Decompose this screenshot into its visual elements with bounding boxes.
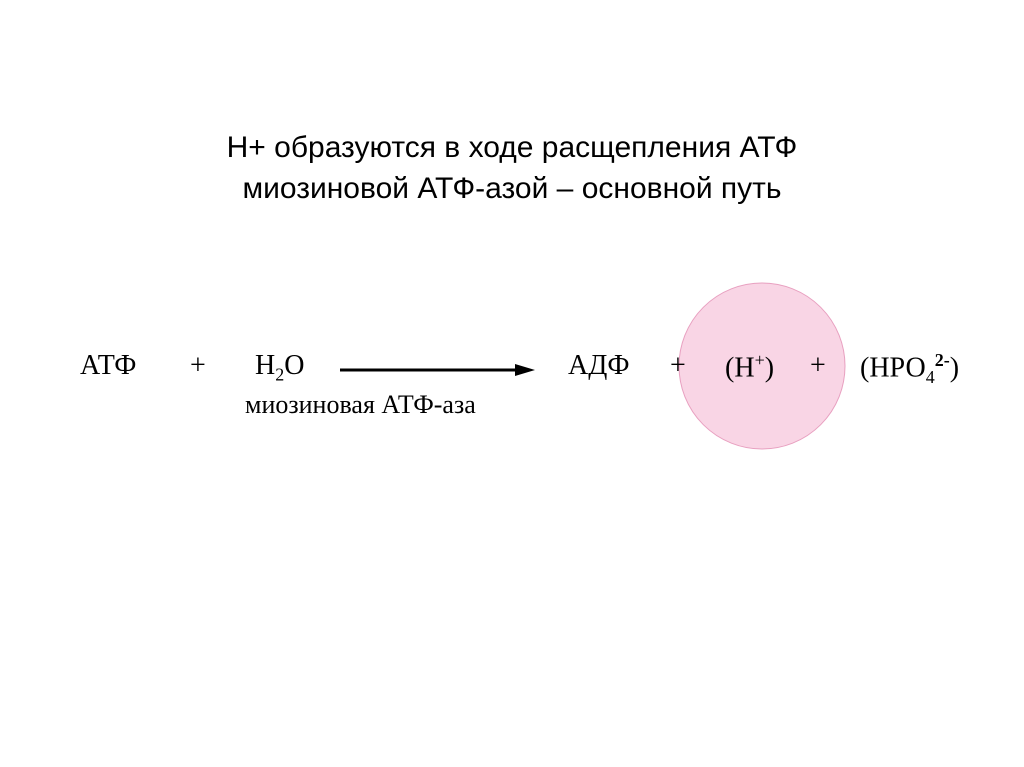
- hpo4-open: (: [860, 352, 869, 383]
- reaction-arrow-icon: [340, 362, 540, 382]
- product-hplus: (Н+): [725, 350, 774, 384]
- plus-sign-1: +: [190, 350, 206, 382]
- product-adp: АДФ: [568, 350, 629, 382]
- reactant-atp: АТФ: [80, 350, 136, 382]
- hpo4-sub: 4: [926, 367, 935, 387]
- h2o-sub: 2: [275, 365, 284, 385]
- page-title: Н+ образуются в ходе расщепления АТФ мио…: [0, 128, 1024, 209]
- h2o-h: Н: [255, 350, 275, 381]
- plus-sign-3: +: [810, 350, 826, 382]
- reactant-h2o: Н2О: [255, 350, 304, 386]
- hplus-h: Н: [734, 352, 754, 383]
- hpo4-base: НРО: [869, 352, 925, 383]
- plus-sign-2: +: [670, 350, 686, 382]
- hpo4-close: ): [950, 352, 959, 383]
- enzyme-label: миозиновая АТФ-аза: [245, 390, 476, 420]
- product-hpo4: (НРО42-): [860, 350, 959, 388]
- h2o-o: О: [284, 350, 304, 381]
- hplus-sup: +: [755, 350, 765, 370]
- title-line-2: миозиновой АТФ-азой – основной путь: [242, 172, 781, 205]
- title-line-1: Н+ образуются в ходе расщепления АТФ: [227, 131, 798, 164]
- equation-diagram: АТФ + Н2О миозиновая АТФ-аза АДФ + (Н+) …: [60, 350, 960, 550]
- hplus-open: (: [725, 352, 734, 383]
- hpo4-sup: 2-: [935, 350, 950, 370]
- hplus-close: ): [765, 352, 774, 383]
